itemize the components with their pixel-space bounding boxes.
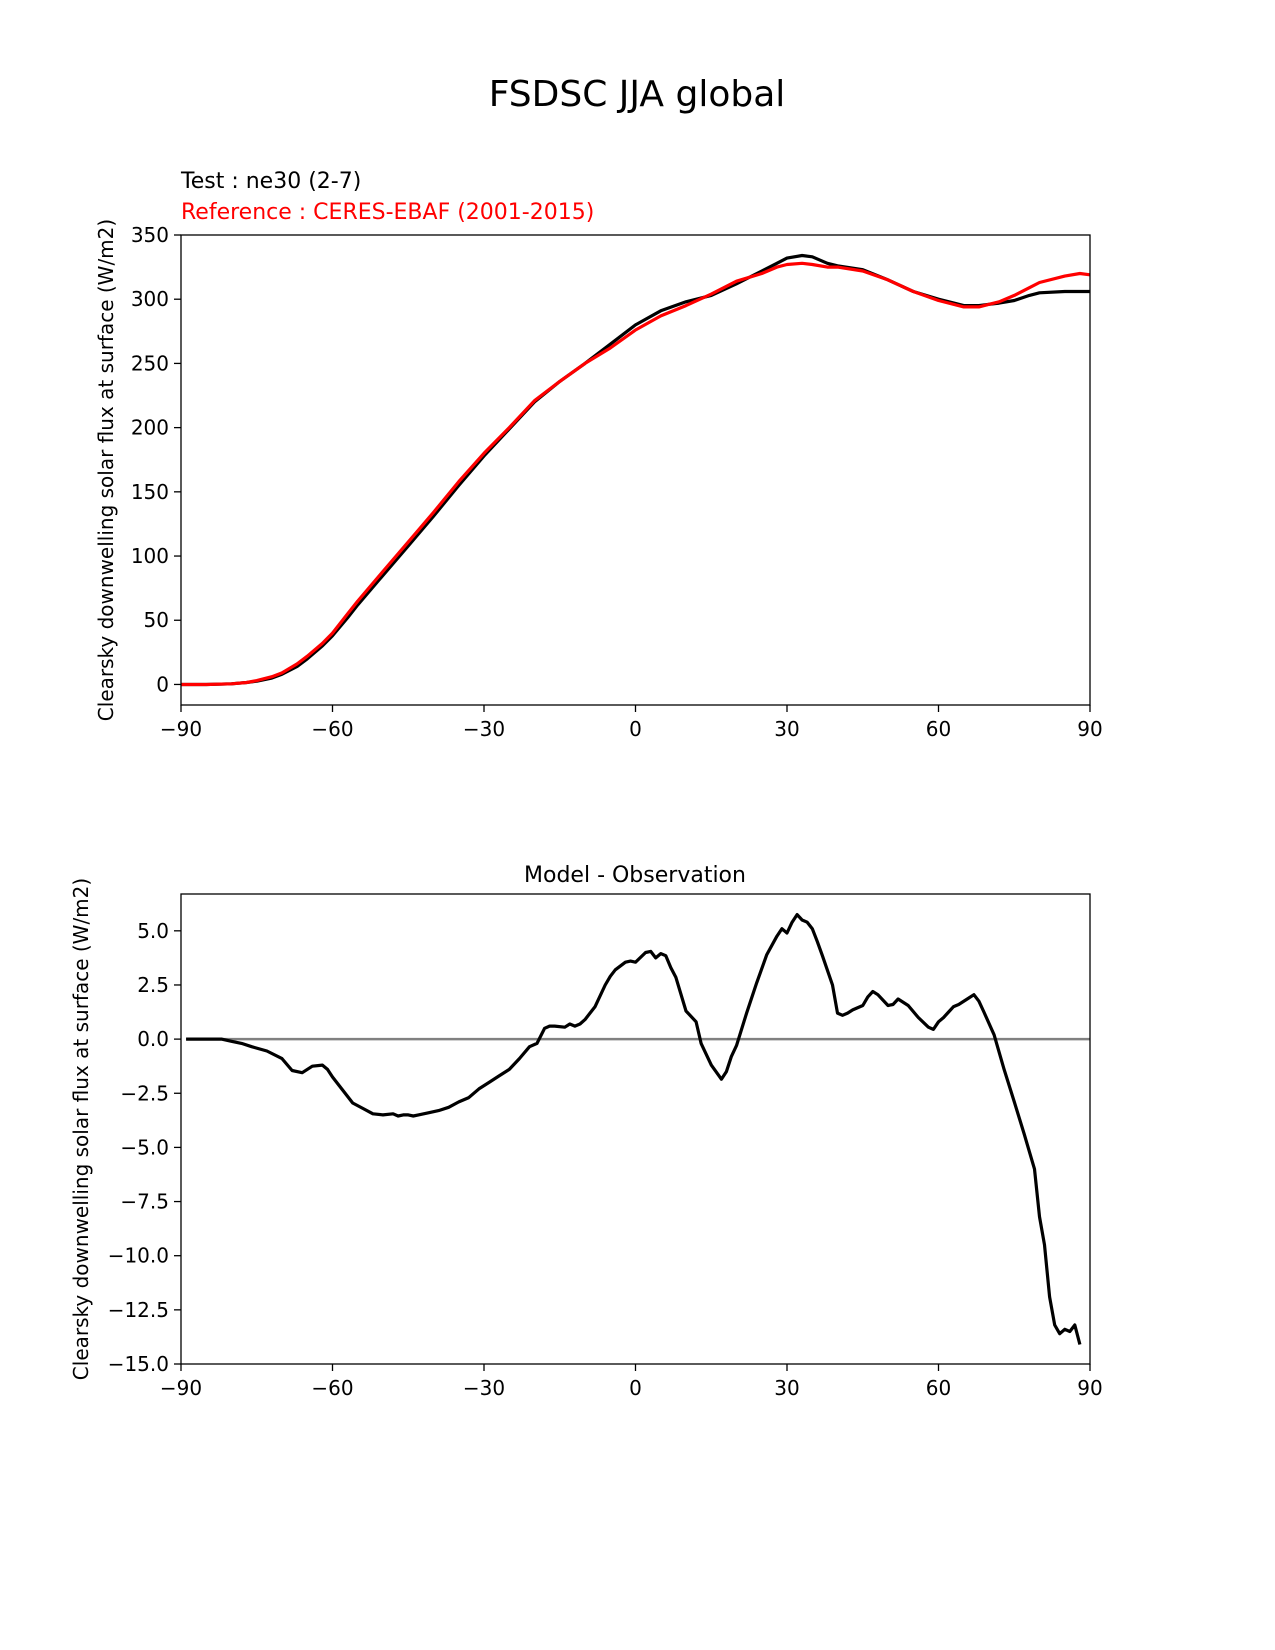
- y-tick-label: 50: [144, 608, 169, 632]
- plot-frame: [180, 893, 1091, 1365]
- y-tick-label: 300: [131, 287, 169, 311]
- x-tick-label: −90: [160, 717, 202, 741]
- y-tick-label: 0: [156, 672, 169, 696]
- y-tick-label: 250: [131, 351, 169, 375]
- y-tick-label: 100: [131, 544, 169, 568]
- x-tick-label: −60: [311, 717, 353, 741]
- y-tick-label: 2.5: [137, 973, 169, 997]
- y-tick-label: −15.0: [108, 1352, 169, 1376]
- panel-title: Model - Observation: [524, 863, 746, 888]
- y-tick-label: −5.0: [120, 1135, 169, 1159]
- y-tick-label: 5.0: [137, 919, 169, 943]
- series-line-test: [186, 912, 1082, 1345]
- x-tick-label: 0: [629, 1376, 642, 1400]
- top-panel: −90 −60 −30 0 30 60 90 0 50 100 150 200 250 300 350 Tes…: [94, 169, 1103, 741]
- figure-title: FSDSC JJA global: [489, 74, 786, 115]
- y-tick-label: 150: [131, 480, 169, 504]
- y-tick-label: −12.5: [108, 1298, 169, 1322]
- y-tick-label: −10.0: [108, 1244, 169, 1268]
- x-tick-label: −30: [463, 1376, 505, 1400]
- x-tick-label: 90: [1077, 1376, 1102, 1400]
- x-tick-label: 90: [1077, 717, 1102, 741]
- reference-case-label: Reference : CERES-EBAF (2001-2015): [181, 200, 594, 225]
- y-axis-label: Clearsky downwelling solar flux at surfa…: [94, 219, 118, 721]
- y-tick-label: 200: [131, 416, 169, 440]
- series-line-test: [181, 253, 1090, 687]
- x-tick-label: 30: [774, 1376, 799, 1400]
- x-tick-label: −60: [311, 1376, 353, 1400]
- y-axis-label: Clearsky downwelling solar flux at surfa…: [69, 878, 93, 1380]
- y-tick-label: 0.0: [137, 1027, 169, 1051]
- x-tick-label: 30: [774, 717, 799, 741]
- x-tick-label: 60: [926, 1376, 951, 1400]
- series-line-reference: [181, 261, 1091, 687]
- x-tick-label: 60: [926, 717, 951, 741]
- difference-panel: −90 −60 −30 0 30 60 90 5.0 2.5 0.0 −2.5 −5.0 −7.5 −10…: [69, 863, 1103, 1400]
- x-tick-label: −30: [463, 717, 505, 741]
- x-tick-label: 0: [629, 717, 642, 741]
- y-tick-label: −7.5: [120, 1190, 169, 1214]
- test-case-label: Test : ne30 (2-7): [180, 169, 361, 194]
- y-tick-label: −2.5: [120, 1081, 169, 1105]
- y-tick-label: 350: [131, 223, 169, 247]
- x-tick-label: −90: [160, 1376, 202, 1400]
